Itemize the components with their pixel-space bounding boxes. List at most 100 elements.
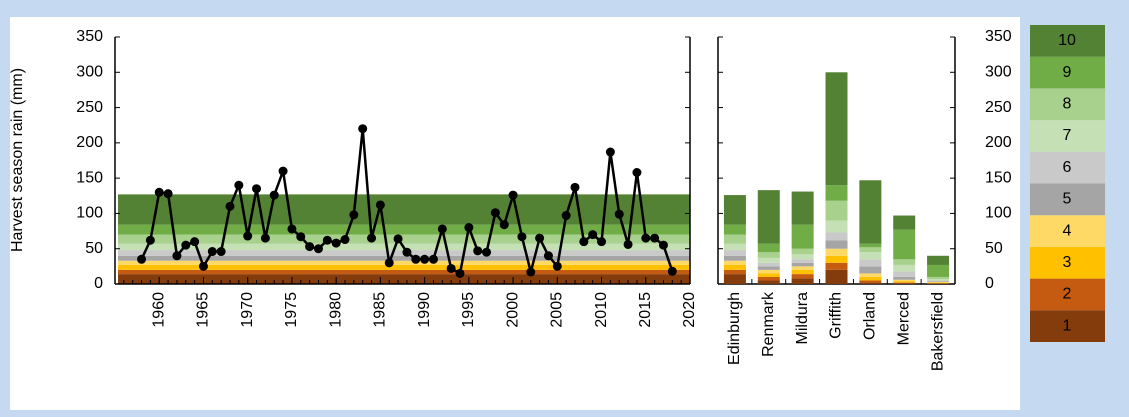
legend-swatch (1030, 310, 1105, 342)
bar-segment (791, 224, 814, 249)
rain-point (552, 261, 562, 271)
bar-segment (859, 252, 882, 260)
x-tick-label: 1995 (460, 292, 477, 328)
bar-segment (757, 276, 780, 281)
bar-segment (791, 191, 814, 225)
x-tick-label: 1960 (150, 292, 167, 328)
bar-segment (723, 243, 746, 251)
y-tick-label: 200 (985, 134, 1012, 151)
rain-point (588, 230, 598, 240)
rain-point (482, 247, 492, 257)
x-tick-label: 1965 (195, 292, 212, 328)
bar-segment (893, 271, 916, 277)
x-tick-label: 2015 (637, 292, 654, 328)
y-tick-label: 50 (85, 240, 103, 257)
rain-point (252, 184, 262, 194)
bar-segment (825, 255, 848, 263)
bar-segment (859, 276, 882, 281)
rain-point (375, 200, 385, 210)
legend-label: 1 (1063, 317, 1072, 334)
rain-point (420, 254, 430, 264)
rain-point (597, 237, 607, 247)
bar-segment (723, 224, 746, 235)
legend-swatch (1030, 278, 1105, 311)
y-tick-label: 100 (76, 205, 103, 222)
bar-segment (757, 243, 780, 253)
rain-point (641, 233, 651, 243)
rain-point (605, 147, 615, 157)
rain-point (358, 124, 368, 134)
bar-segment (893, 281, 916, 283)
rain-point (305, 242, 315, 252)
bar-segment (859, 266, 882, 274)
bar-segment (723, 250, 746, 256)
rain-point (260, 233, 270, 243)
rain-point (446, 263, 456, 273)
bar-segment (825, 200, 848, 221)
bar-segment (723, 260, 746, 265)
rain-point (667, 266, 677, 276)
x-tick-label: 2000 (504, 292, 521, 328)
rain-point (190, 237, 200, 247)
x-tick-label: 2020 (681, 292, 698, 328)
y-tick-label: 250 (76, 99, 103, 116)
rain-point (349, 210, 359, 220)
rain-point (287, 224, 297, 234)
bar-segment (825, 72, 848, 186)
rain-point (243, 231, 253, 241)
bar-segment (757, 262, 780, 267)
bar-segment (791, 266, 814, 270)
bar-segment (893, 259, 916, 265)
rain-point (490, 208, 500, 218)
y-tick-label: 250 (985, 99, 1012, 116)
decile-band (118, 274, 690, 284)
bar-segment (723, 269, 746, 275)
rain-point (614, 209, 624, 219)
rain-point (384, 258, 394, 268)
x-tick-label: 1970 (239, 292, 256, 328)
legend-swatch (1030, 88, 1105, 121)
rain-point (296, 232, 306, 242)
x-tick-label: Edinburgh (726, 292, 743, 365)
rain-point (561, 211, 571, 221)
rain-point (340, 235, 350, 245)
rain-point (508, 190, 518, 200)
bar-segment (859, 180, 882, 244)
y-tick-label: 350 (985, 28, 1012, 45)
legend-swatch (1030, 120, 1105, 152)
decile-band (118, 194, 690, 225)
legend-swatch (1030, 215, 1105, 247)
bar-segment (859, 280, 882, 283)
bar-segment (893, 279, 916, 282)
legend-label: 3 (1063, 254, 1072, 271)
decile-band (118, 264, 690, 270)
bar-segment (927, 281, 950, 283)
x-tick-label: 2005 (549, 292, 566, 328)
bar-segment (723, 195, 746, 225)
legend-label: 8 (1063, 95, 1072, 112)
rain-point (393, 234, 403, 244)
bar-segment (893, 276, 916, 280)
rain-point (145, 235, 155, 245)
rain-point (198, 261, 208, 271)
rain-point (411, 254, 421, 264)
legend-label: 4 (1063, 222, 1072, 239)
legend-label: 7 (1063, 127, 1072, 144)
rain-point (517, 232, 527, 242)
bar-segment (859, 273, 882, 277)
bar-segment (757, 273, 780, 277)
bar-segment (757, 269, 780, 274)
bar-segment (893, 229, 916, 260)
rain-point (163, 189, 173, 199)
rain-point (650, 233, 660, 243)
rain-point (172, 251, 182, 261)
rain-point (579, 237, 589, 247)
rain-point (269, 190, 279, 200)
bar-segment (859, 247, 882, 253)
rain-point (234, 180, 244, 190)
x-tick-label: 2010 (593, 292, 610, 328)
legend-label: 6 (1063, 159, 1072, 176)
bar-segment (825, 240, 848, 249)
rain-point (473, 246, 483, 256)
y-tick-label: 0 (94, 275, 103, 292)
